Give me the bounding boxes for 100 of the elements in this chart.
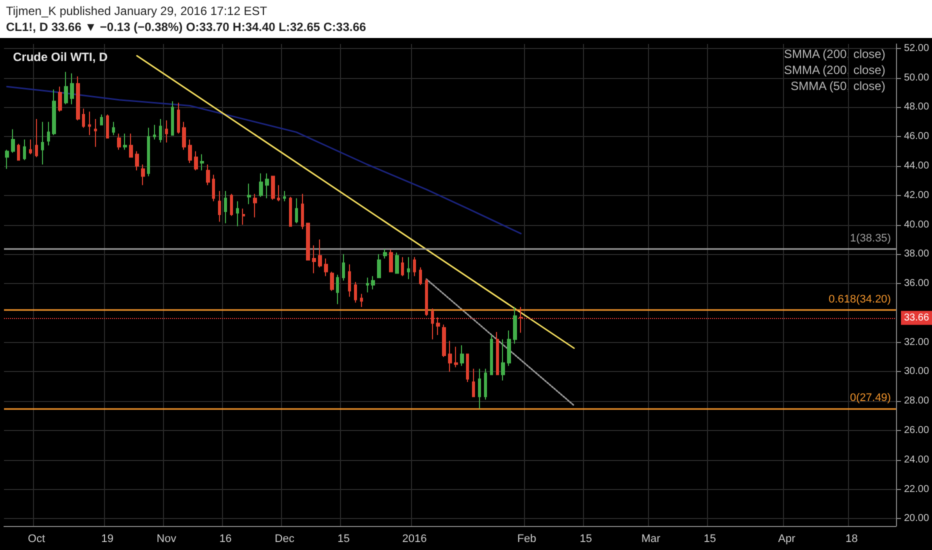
candlestick — [141, 164, 145, 186]
candlestick — [147, 127, 150, 177]
candlestick — [253, 193, 257, 218]
candlestick — [312, 244, 316, 274]
candlestick — [383, 248, 387, 260]
candlestick — [200, 154, 204, 171]
candlestick — [153, 124, 156, 140]
candlestick — [484, 368, 487, 400]
candlestick — [35, 118, 38, 158]
candlestick — [318, 238, 322, 268]
ref-line-label: 1(38.35) — [850, 232, 891, 244]
y-tick-label: 44.00 — [904, 160, 930, 172]
candlestick — [5, 149, 9, 170]
candlestick — [330, 271, 334, 292]
candlestick — [194, 150, 198, 171]
y-tick-label: 42.00 — [904, 190, 930, 201]
y-tick-label: 32.00 — [904, 336, 930, 348]
candlestick — [348, 264, 351, 298]
y-tick-label: 40.00 — [904, 219, 930, 230]
candlestick — [490, 334, 493, 376]
x-tick-label: Dec — [274, 533, 295, 545]
y-tick-label: 22.00 — [904, 484, 930, 495]
candlestick — [94, 118, 97, 148]
x-tick-label: 15 — [338, 533, 350, 545]
y-tick-label: 30.00 — [904, 366, 930, 378]
candlestick — [230, 193, 233, 216]
candlestick — [182, 121, 186, 150]
candlestick — [52, 89, 56, 136]
y-tick-label: 28.00 — [904, 396, 930, 407]
candlestick — [472, 368, 475, 398]
candlestick — [442, 324, 446, 358]
candlestick — [389, 249, 393, 272]
candlestick — [448, 340, 452, 372]
y-tick-label: 26.00 — [904, 424, 930, 436]
text: Tijmen_K published January 29, 2016 17:12 EST — [6, 3, 268, 19]
candlestick — [407, 256, 410, 280]
candlestick — [324, 258, 328, 277]
candlestick — [513, 306, 517, 344]
candlestick — [11, 128, 15, 154]
candlestick — [236, 200, 239, 227]
candlestick — [336, 274, 339, 305]
candlestick — [88, 111, 91, 136]
candlestick — [366, 277, 369, 293]
candlestick — [177, 102, 180, 134]
x-tick-label: 15 — [580, 533, 592, 545]
candlestick — [496, 332, 499, 376]
y-tick-label: 46.00 — [904, 131, 930, 142]
x-tick-label: Apr — [778, 533, 796, 545]
text: CL1!, D 33.66 ▼ −0.13 (−0.38%) O:33.70 H:34.40 L:32.65 C:33.66 — [6, 19, 368, 35]
candlestick — [354, 282, 357, 304]
candlestick — [212, 174, 215, 202]
candlestick — [58, 86, 62, 112]
y-tick-label: 36.00 — [904, 278, 930, 290]
x-tick-label: Oct — [28, 533, 46, 545]
candlestick — [129, 133, 133, 158]
y-tick-label: 20.00 — [904, 513, 930, 524]
candlestick — [460, 344, 464, 366]
candlestick — [135, 150, 139, 171]
candlestick — [259, 172, 263, 198]
candlestick — [159, 118, 162, 143]
candlestick — [76, 76, 80, 121]
candlestick — [112, 121, 115, 136]
candlestick — [454, 346, 458, 368]
candlestick — [301, 193, 304, 230]
text: Crude Oil WTI, D — [13, 50, 108, 64]
candlestick — [413, 256, 416, 277]
annotation: SMMA (50, close) — [790, 79, 886, 93]
candlestick — [478, 368, 481, 410]
candlestick — [342, 254, 345, 282]
candlestick — [425, 278, 428, 316]
x-tick-label: Feb — [517, 533, 536, 545]
candlestick — [123, 133, 127, 150]
candlestick — [218, 190, 221, 222]
candlestick — [29, 139, 32, 155]
candlestick — [117, 133, 121, 150]
candlestick — [289, 196, 292, 227]
y-tick-label: 48.00 — [904, 102, 930, 113]
candlestick — [401, 256, 404, 277]
candlestick — [242, 208, 245, 226]
x-tick-label: Nov — [156, 533, 177, 545]
candlestick — [64, 71, 68, 105]
candlestick — [23, 139, 26, 161]
annotation: SMMA (200, close) — [784, 63, 886, 77]
candlestick — [206, 164, 210, 186]
annotation: SMMA (200, close) — [784, 47, 886, 61]
candlestick — [371, 276, 375, 290]
candlestick — [507, 330, 511, 366]
candlestick — [17, 143, 20, 161]
y-tick-label: 52.00 — [904, 42, 930, 54]
candlestick — [82, 108, 85, 128]
x-tick-label: 15 — [704, 533, 716, 545]
candlestick — [360, 293, 363, 308]
y-tick-label: 50.00 — [904, 72, 930, 84]
candlestick — [247, 183, 251, 205]
candlestick — [47, 121, 50, 146]
candlestick — [41, 121, 44, 165]
x-tick-label: 18 — [846, 533, 858, 545]
candlestick — [265, 172, 269, 199]
ref-line-label: 0(27.49) — [850, 392, 891, 404]
x-tick-label: 16 — [219, 533, 232, 545]
